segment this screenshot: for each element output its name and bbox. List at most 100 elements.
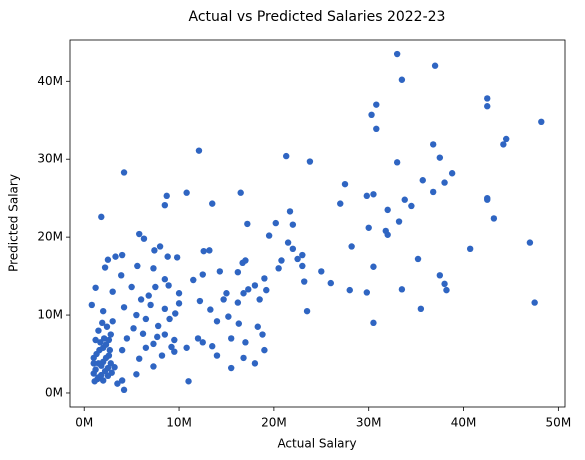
point — [448, 170, 456, 177]
point — [92, 284, 99, 291]
point — [142, 315, 150, 323]
point — [436, 154, 444, 161]
point — [147, 301, 154, 309]
point — [120, 304, 128, 311]
point — [417, 305, 425, 313]
point — [118, 272, 125, 279]
point — [244, 220, 251, 228]
point — [263, 286, 270, 294]
point — [107, 331, 114, 338]
point — [306, 158, 314, 165]
point — [223, 290, 230, 297]
point — [133, 311, 140, 319]
point — [161, 201, 169, 209]
point — [327, 279, 334, 287]
point — [265, 232, 273, 239]
point — [235, 320, 242, 327]
point — [225, 313, 232, 320]
point — [261, 275, 268, 282]
point — [234, 268, 242, 276]
point — [108, 369, 115, 376]
point — [118, 377, 126, 384]
point — [284, 239, 292, 246]
point — [95, 360, 102, 367]
point — [114, 380, 121, 387]
point — [150, 265, 157, 272]
y-tick-label: 10M — [37, 308, 63, 322]
point — [104, 256, 112, 263]
point — [98, 371, 105, 379]
point — [429, 188, 437, 196]
point — [401, 196, 408, 203]
point — [92, 336, 99, 344]
point — [484, 196, 491, 203]
point — [234, 299, 242, 306]
point — [151, 247, 158, 254]
point — [106, 346, 114, 354]
point — [163, 192, 170, 200]
point — [120, 169, 128, 176]
point — [166, 315, 173, 323]
point — [196, 297, 204, 305]
point — [503, 135, 510, 143]
point — [299, 262, 306, 270]
y-tick-label: 40M — [37, 74, 63, 88]
point — [90, 360, 97, 367]
point — [103, 323, 111, 330]
point — [337, 200, 344, 207]
point — [109, 288, 116, 295]
point — [526, 239, 534, 246]
point — [242, 257, 249, 264]
x-tick-label: 10M — [166, 416, 192, 430]
point — [156, 243, 164, 250]
point — [123, 335, 131, 342]
point — [259, 331, 266, 338]
point — [346, 286, 353, 294]
point — [150, 363, 157, 370]
point — [370, 319, 377, 327]
y-axis-label: Predicted Salary — [7, 174, 21, 272]
point — [261, 346, 268, 354]
point — [175, 290, 183, 297]
point — [370, 191, 377, 198]
point — [99, 377, 107, 384]
y-tick-label: 0M — [45, 385, 63, 399]
point — [531, 299, 538, 306]
point — [171, 336, 178, 344]
point — [209, 343, 216, 350]
point — [105, 336, 113, 344]
point — [240, 290, 247, 297]
x-axis-label: Actual Salary — [277, 437, 356, 451]
point — [165, 282, 172, 289]
x-tick-label: 0M — [75, 416, 93, 430]
point — [216, 268, 224, 275]
point — [363, 289, 371, 296]
point — [161, 331, 169, 338]
point — [133, 371, 140, 378]
point — [384, 206, 391, 214]
point — [200, 247, 207, 255]
point — [393, 159, 401, 166]
point — [384, 231, 391, 238]
point — [88, 301, 96, 309]
point — [161, 276, 169, 283]
point — [443, 286, 450, 294]
point — [154, 333, 161, 341]
point — [220, 296, 227, 303]
point — [150, 340, 157, 348]
point — [199, 339, 206, 346]
point — [228, 364, 235, 372]
point — [185, 378, 192, 385]
point — [368, 111, 375, 119]
point — [207, 306, 214, 313]
point — [102, 341, 110, 348]
point — [168, 343, 175, 351]
x-tick-label: 50M — [546, 416, 572, 430]
point — [112, 253, 119, 260]
point — [419, 177, 426, 184]
point — [490, 215, 498, 222]
x-tick-label: 30M — [356, 416, 382, 430]
point — [341, 180, 349, 188]
point — [152, 283, 159, 291]
point — [109, 318, 116, 325]
